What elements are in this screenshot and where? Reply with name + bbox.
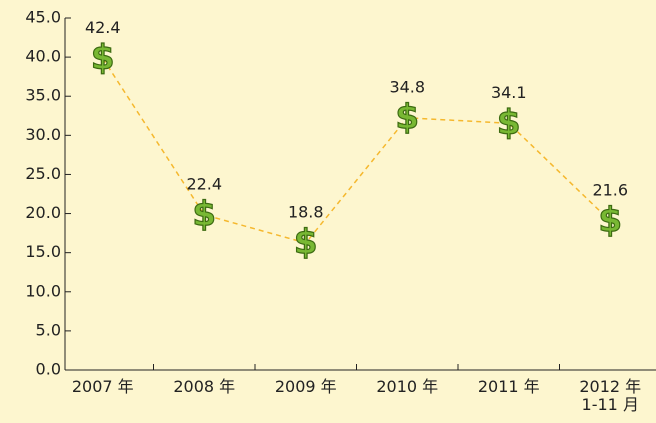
y-tick-label: 20.0 [25, 203, 61, 222]
data-label: 18.8 [288, 202, 324, 221]
y-tick-label: 40.0 [25, 47, 61, 66]
dollar-marker: $ [294, 222, 318, 262]
dollar-marker: $ [497, 103, 521, 143]
y-tick-label: 0.0 [36, 360, 61, 379]
line [102, 57, 611, 244]
y-tick-label: 5.0 [36, 320, 61, 339]
x-tick-label: 2012 年 1-11 月 [579, 377, 642, 414]
data-label: 34.1 [491, 83, 527, 102]
dollar-marker: $ [91, 38, 115, 78]
y-tick-label: 15.0 [25, 242, 61, 261]
x-tick-label: 2010 年 [376, 377, 439, 396]
data-label: 22.4 [186, 174, 222, 193]
y-tick-label: 30.0 [25, 125, 61, 144]
x-tick-label: 2011 年 [477, 377, 540, 396]
x-tick-label: 2007 年 [71, 377, 134, 396]
y-tick-label: 35.0 [25, 86, 61, 105]
y-tick-label: 45.0 [25, 8, 61, 27]
data-label: 42.4 [85, 18, 121, 37]
x-tick-label: 2008 年 [173, 377, 236, 396]
data-label: 34.8 [389, 77, 425, 96]
data-label: 21.6 [592, 181, 628, 200]
x-tick-label: 2009 年 [274, 377, 337, 396]
dollar-marker: $ [598, 201, 622, 241]
y-tick-label: 25.0 [25, 164, 61, 183]
dollar-marker: $ [192, 194, 216, 234]
y-tick-label: 10.0 [25, 281, 61, 300]
dollar-marker: $ [395, 97, 419, 137]
